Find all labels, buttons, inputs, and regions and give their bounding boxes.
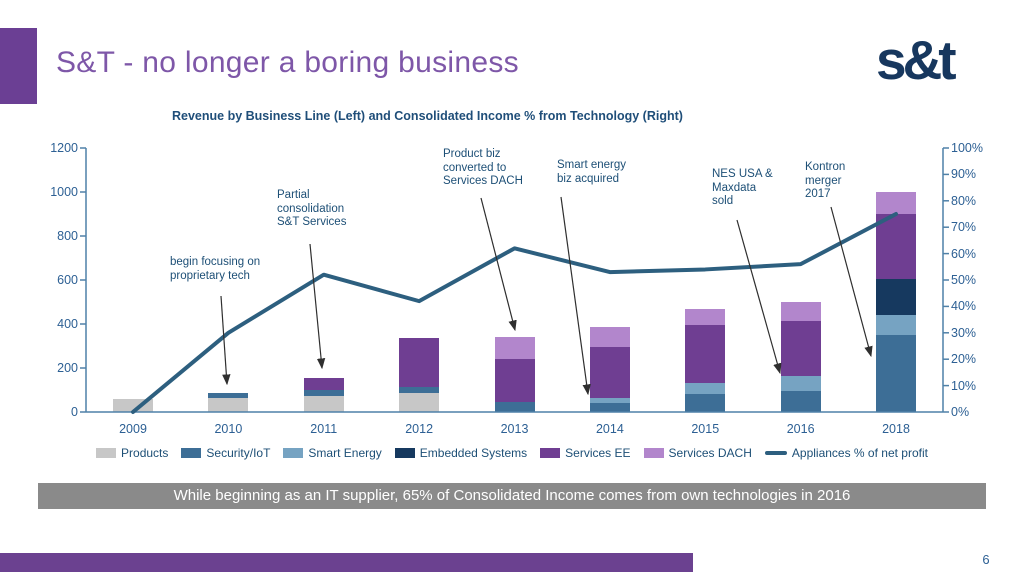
x-axis-label-2009: 2009: [119, 422, 147, 436]
bar-segment-services-dach-2015: [685, 308, 726, 326]
bar-segment-security-iot-2011: [303, 390, 344, 396]
right-axis-tick-label: 40%: [951, 299, 977, 314]
x-axis-label-2015: 2015: [691, 422, 720, 436]
legend-swatch-services-ee: [540, 448, 561, 458]
slide-title: S&T - no longer a boring business: [56, 46, 519, 79]
bar-segment-services-dach-2013: [494, 337, 535, 360]
bar-segment-services-ee-2013: [494, 359, 535, 403]
legend-swatch-services-dach: [643, 448, 664, 458]
legend-item-smart-energy: Smart Energy: [283, 446, 382, 460]
bar-segment-products-2011: [303, 395, 344, 412]
right-axis-tick-label: 90%: [951, 167, 977, 182]
right-axis-tick-label: 60%: [951, 246, 977, 261]
left-axis-tick-label: 400: [57, 317, 78, 331]
annotation-kontron-merger: Kontron merger 2017: [805, 161, 846, 200]
annotation-begin-focusing: begin focusing on proprietary tech: [170, 256, 261, 282]
bar-segment-security-iot-2014: [589, 403, 630, 412]
bar-segment-services-ee-2014: [589, 347, 630, 398]
bar-segment-security-iot-2010: [208, 393, 249, 398]
left-axis-tick-label: 1000: [50, 185, 78, 199]
bar-segment-smart-energy-2016: [780, 375, 821, 392]
summary-banner: While beginning as an IT supplier, 65% o…: [38, 483, 986, 509]
bar-segment-services-dach-2014: [589, 327, 630, 348]
annotation-arrow-product-biz-converted: [480, 197, 517, 332]
footer-accent-bar: [0, 553, 693, 572]
title-accent-bar: [0, 28, 37, 104]
right-axis-tick-label: 20%: [951, 352, 977, 367]
annotation-smart-energy-acquired: Smart energy biz acquired: [557, 159, 627, 185]
bar-segment-security-iot-2015: [685, 394, 726, 412]
legend-swatch-smart-energy: [283, 448, 304, 458]
right-axis-tick-label: 10%: [951, 378, 977, 393]
annotation-partial-consolidation: Partial consolidation S&T Services: [277, 189, 347, 228]
bar-segment-security-iot-2013: [494, 402, 535, 412]
legend-label-smart-energy: Smart Energy: [308, 446, 382, 460]
right-axis-tick-label: 80%: [951, 193, 977, 208]
right-axis-tick-label: 100%: [951, 141, 983, 155]
right-axis-tick-label: 30%: [951, 325, 977, 340]
legend-label-security-iot: Security/IoT: [206, 446, 271, 460]
left-axis-tick-label: 800: [57, 229, 78, 243]
bar-segment-services-ee-2016: [780, 320, 821, 376]
annotation-product-biz-converted: Product biz converted to Services DACH: [443, 148, 523, 187]
x-axis-label-2011: 2011: [310, 422, 338, 436]
x-axis-label-2010: 2010: [214, 422, 243, 436]
annotation-arrow-kontron-merger: [830, 206, 873, 358]
bar-segment-services-ee-2015: [685, 325, 726, 384]
bar-segment-services-ee-2018: [876, 214, 916, 279]
annotation-arrow-begin-focusing: [220, 295, 231, 386]
bar-segment-services-dach-2016: [780, 302, 821, 321]
bar-segment-services-ee-2011: [303, 377, 344, 390]
bar-segment-products-2010: [208, 397, 249, 412]
right-axis-tick-label: 50%: [951, 273, 977, 287]
bar-segment-products-2009: [113, 398, 153, 412]
company-logo: s&t: [876, 29, 957, 91]
legend-swatch-security-iot: [181, 448, 202, 458]
annotation-arrow-partial-consolidation: [309, 243, 326, 370]
bar-segment-smart-energy-2014: [589, 397, 630, 404]
annotation-arrow-nes-maxdata-sold: [736, 219, 782, 375]
bar-segment-smart-energy-2018: [876, 315, 916, 335]
legend-label-products: Products: [121, 446, 169, 460]
x-axis-label-2018: 2018: [882, 422, 910, 436]
legend-label-appliances-of-net-profit: Appliances % of net profit: [791, 446, 928, 460]
legend-swatch-appliances-of-net-profit: [764, 451, 787, 455]
x-axis-label-2013: 2013: [500, 422, 529, 436]
x-axis-label-2016: 2016: [786, 422, 815, 436]
chart-title: Revenue by Business Line (Left) and Cons…: [172, 109, 683, 123]
bar-segment-embedded-systems-2018: [876, 278, 916, 316]
annotation-nes-maxdata-sold: NES USA & Maxdata sold: [712, 168, 773, 207]
legend-label-services-ee: Services EE: [565, 446, 631, 460]
legend-item-services-ee: Services EE: [540, 446, 631, 460]
page-number: 6: [982, 552, 990, 567]
right-axis-tick-label: 0%: [951, 405, 970, 419]
bar-segment-security-iot-2018: [876, 335, 916, 412]
left-axis-tick-label: 0: [71, 405, 78, 419]
legend-label-embedded-systems: Embedded Systems: [419, 446, 528, 460]
legend-item-products: Products: [96, 446, 168, 460]
x-axis-label-2012: 2012: [405, 422, 434, 436]
summary-text: While beginning as an IT supplier, 65% o…: [173, 487, 851, 504]
bar-segment-products-2012: [399, 393, 440, 412]
left-axis-tick-label: 1200: [50, 141, 78, 155]
legend-item-services-dach: Services DACH: [643, 446, 752, 460]
chart-legend: Products Security/IoT Smart Energy Embedded…: [78, 446, 946, 460]
bar-segment-security-iot-2012: [399, 386, 440, 394]
legend-item-security-iot: Security/IoT: [181, 446, 270, 460]
annotation-arrow-smart-energy-acquired: [560, 196, 591, 396]
bar-segment-smart-energy-2015: [685, 383, 726, 395]
x-axis-label-2014: 2014: [595, 422, 624, 436]
bar-segment-services-dach-2018: [876, 192, 916, 214]
left-axis-tick-label: 600: [57, 273, 78, 287]
bar-segment-security-iot-2016: [780, 391, 821, 412]
legend-swatch-products: [96, 448, 117, 458]
legend-item-embedded-systems: Embedded Systems: [394, 446, 528, 460]
legend-item-appliances-of-net-profit: Appliances % of net profit: [764, 446, 928, 460]
left-axis-tick-label: 200: [57, 361, 78, 375]
bar-segment-services-ee-2012: [399, 338, 440, 387]
legend-label-services-dach: Services DACH: [668, 446, 752, 460]
legend-swatch-embedded-systems: [394, 448, 415, 458]
right-axis-tick-label: 70%: [951, 220, 977, 235]
